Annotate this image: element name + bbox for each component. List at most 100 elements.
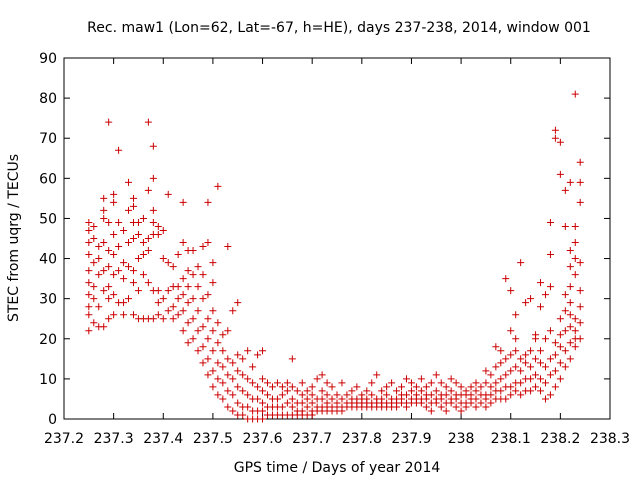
- data-point: [492, 363, 500, 371]
- x-tick-label: 237.5: [193, 431, 233, 447]
- data-point: [149, 142, 157, 150]
- data-point: [179, 239, 187, 247]
- data-point: [154, 287, 162, 295]
- x-tick-label: 238: [448, 431, 475, 447]
- data-point: [487, 371, 495, 379]
- data-point: [497, 347, 505, 355]
- data-point: [507, 383, 515, 391]
- data-point: [85, 311, 93, 319]
- data-point: [90, 319, 98, 327]
- data-point: [363, 387, 371, 395]
- data-point: [546, 218, 554, 226]
- data-point: [512, 335, 520, 343]
- data-point: [144, 247, 152, 255]
- data-point: [546, 391, 554, 399]
- data-point: [224, 355, 232, 363]
- data-point: [234, 351, 242, 359]
- x-tick-label: 238.1: [491, 431, 531, 447]
- data-point: [452, 379, 460, 387]
- data-point: [159, 315, 167, 323]
- data-point: [129, 267, 137, 275]
- data-point: [219, 331, 227, 339]
- data-point: [194, 347, 202, 355]
- data-point: [561, 363, 569, 371]
- data-point: [308, 399, 316, 407]
- data-point: [556, 138, 564, 146]
- data-point: [189, 335, 197, 343]
- data-point: [378, 395, 386, 403]
- data-point: [199, 295, 207, 303]
- data-point: [283, 379, 291, 387]
- x-tick-label: 237.2: [44, 431, 84, 447]
- data-point: [154, 230, 162, 238]
- data-point: [447, 387, 455, 395]
- data-point: [492, 379, 500, 387]
- data-point: [318, 395, 326, 403]
- data-point: [139, 239, 147, 247]
- data-point: [278, 403, 286, 411]
- data-point: [323, 399, 331, 407]
- data-point: [110, 291, 118, 299]
- data-point: [110, 271, 118, 279]
- data-point: [283, 399, 291, 407]
- data-point: [472, 395, 480, 403]
- data-point: [472, 387, 480, 395]
- data-point: [298, 407, 306, 415]
- data-point: [507, 351, 515, 359]
- data-point: [522, 299, 530, 307]
- data-point: [517, 355, 525, 363]
- data-point: [184, 283, 192, 291]
- data-point: [556, 315, 564, 323]
- data-point: [144, 118, 152, 126]
- data-point: [164, 307, 172, 315]
- data-point: [576, 303, 584, 311]
- x-tick-label: 237.6: [242, 431, 282, 447]
- data-point: [541, 335, 549, 343]
- data-point: [283, 387, 291, 395]
- data-point: [209, 327, 217, 335]
- data-point: [571, 90, 579, 98]
- data-point: [105, 218, 113, 226]
- data-point: [184, 267, 192, 275]
- data-point: [437, 403, 445, 411]
- data-point: [110, 251, 118, 259]
- data-point: [566, 247, 574, 255]
- data-point: [85, 279, 93, 287]
- y-tick-label: 30: [39, 292, 57, 308]
- x-tick-label: 238.2: [540, 431, 580, 447]
- y-tick-label: 40: [39, 252, 57, 268]
- data-point: [293, 387, 301, 395]
- data-point: [199, 359, 207, 367]
- data-point: [85, 226, 93, 234]
- data-point: [412, 391, 420, 399]
- data-point: [134, 230, 142, 238]
- data-point: [219, 395, 227, 403]
- data-point: [566, 355, 574, 363]
- data-point: [90, 222, 98, 230]
- data-point: [537, 347, 545, 355]
- data-point: [561, 186, 569, 194]
- data-point: [224, 403, 232, 411]
- data-point: [308, 391, 316, 399]
- data-point: [512, 387, 520, 395]
- data-point: [120, 299, 128, 307]
- data-point: [129, 279, 137, 287]
- data-point: [402, 375, 410, 383]
- data-point: [378, 387, 386, 395]
- data-point: [149, 206, 157, 214]
- data-point: [546, 355, 554, 363]
- data-point: [125, 178, 133, 186]
- plot-frame: [63, 57, 611, 420]
- y-tick-label: 0: [48, 412, 57, 428]
- data-point: [537, 303, 545, 311]
- data-point: [194, 307, 202, 315]
- data-point: [537, 359, 545, 367]
- data-point: [219, 363, 227, 371]
- data-point: [219, 379, 227, 387]
- data-point: [244, 391, 252, 399]
- data-point: [179, 307, 187, 315]
- data-point: [517, 259, 525, 267]
- y-axis-title: STEC from uqrg / TECUs: [6, 154, 22, 322]
- data-point: [398, 383, 406, 391]
- data-point: [254, 351, 262, 359]
